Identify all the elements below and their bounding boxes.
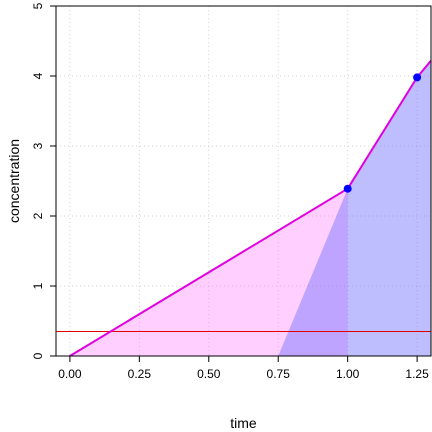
data-markers (343, 73, 422, 193)
x-tick-label-3: 0.75 (267, 367, 291, 381)
y-tick-label-3: 3 (31, 142, 45, 149)
shaded-region-1 (278, 60, 431, 356)
x-axis-ticks: 0.00 0.25 0.50 0.75 1.00 1.25 (58, 356, 429, 381)
series-line-0 (69, 59, 432, 357)
plot-border (55, 5, 432, 357)
y-tick-label-2: 2 (31, 212, 45, 219)
x-tick-label-4: 1.00 (336, 367, 360, 381)
y-tick-label-5: 5 (31, 2, 45, 9)
x-axis-label: time (230, 415, 257, 431)
y-tick-label-4: 4 (31, 72, 45, 79)
y-tick-label-0: 0 (31, 352, 45, 359)
y-tick-label-1: 1 (31, 282, 45, 289)
data-point-0 (343, 184, 352, 193)
x-tick-label-2: 0.50 (197, 367, 221, 381)
x-tick-label-5: 1.25 (405, 367, 429, 381)
x-tick-label-0: 0.00 (58, 367, 82, 381)
series-lines (69, 59, 432, 357)
data-point-1 (413, 73, 422, 82)
y-axis-label: concentration (6, 139, 22, 223)
shaded-regions (69, 60, 431, 356)
x-tick-label-1: 0.25 (128, 367, 152, 381)
y-axis-ticks: 0 1 2 3 4 5 (31, 2, 56, 359)
